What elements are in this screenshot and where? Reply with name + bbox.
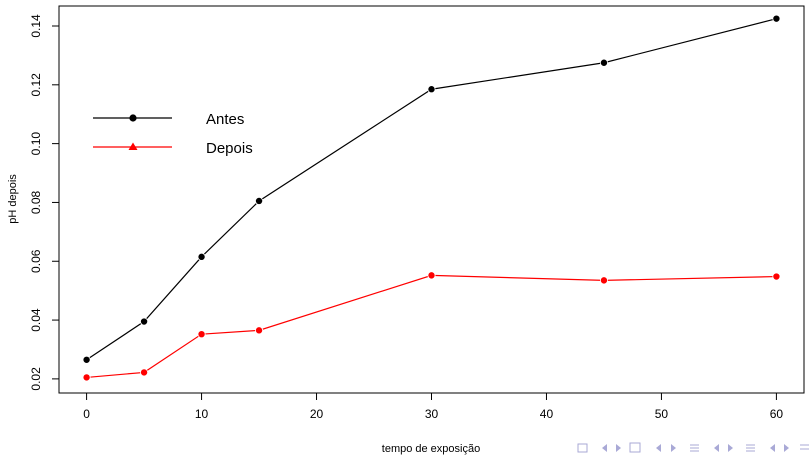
search-icon[interactable] xyxy=(800,444,809,450)
y-axis: 0.02 0.04 0.06 0.08 0.10 0.12 0.14 xyxy=(29,14,59,391)
y-tick-label: 0.08 xyxy=(29,190,43,214)
triangle-right-icon[interactable] xyxy=(671,444,676,452)
legend-label-antes: Antes xyxy=(206,111,244,128)
series-layer xyxy=(82,14,781,382)
y-tick-label: 0.12 xyxy=(29,73,43,97)
y-tick-label: 0.06 xyxy=(29,249,43,273)
data-point-depois xyxy=(255,326,264,335)
data-point-antes xyxy=(599,58,608,67)
data-point-depois xyxy=(82,373,91,382)
y-tick-label: 0.14 xyxy=(29,14,43,38)
triangle-left-icon[interactable] xyxy=(714,444,719,452)
list-icon[interactable] xyxy=(690,444,699,452)
y-tick-label: 0.10 xyxy=(29,132,43,156)
plot-frame xyxy=(58,5,805,394)
x-tick-label: 60 xyxy=(770,407,784,421)
legend-label-depois: Depois xyxy=(206,140,253,157)
box-icon[interactable] xyxy=(577,443,588,453)
y-tick-label: 0.04 xyxy=(29,308,43,332)
x-tick-label: 10 xyxy=(195,407,209,421)
y-tick-label: 0.02 xyxy=(29,367,43,391)
x-tick-label: 0 xyxy=(83,407,90,421)
triangle-left-icon[interactable] xyxy=(770,444,775,452)
data-point-antes xyxy=(140,317,149,326)
data-point-depois xyxy=(772,272,781,281)
legend-marker-depois xyxy=(128,142,138,150)
align-icon[interactable] xyxy=(746,444,755,452)
triangle-right-icon[interactable] xyxy=(784,444,789,452)
x-tick-label: 50 xyxy=(655,407,669,421)
series-line-antes xyxy=(86,18,777,361)
data-point-antes xyxy=(82,355,91,364)
data-point-depois xyxy=(599,276,608,285)
frame-icon[interactable] xyxy=(629,442,641,453)
x-tick-label: 40 xyxy=(540,407,554,421)
beamer-navigation-bar[interactable] xyxy=(577,442,809,453)
data-point-antes xyxy=(255,196,264,205)
data-point-antes xyxy=(772,14,781,23)
x-tick-label: 30 xyxy=(425,407,439,421)
data-point-depois xyxy=(140,368,149,377)
data-point-antes xyxy=(197,252,206,261)
x-axis: 0 10 20 30 40 50 60 xyxy=(83,393,783,421)
series-line-depois xyxy=(86,274,777,379)
triangle-right-icon[interactable] xyxy=(728,444,733,452)
x-axis-title: tempo de exposição xyxy=(382,443,480,455)
legend-marker-antes xyxy=(129,114,137,122)
data-point-depois xyxy=(427,271,436,280)
data-point-antes xyxy=(427,85,436,94)
x-tick-label: 20 xyxy=(310,407,324,421)
data-point-depois xyxy=(197,330,206,339)
legend: Antes Depois xyxy=(93,111,253,157)
y-axis-title: pH depois xyxy=(7,174,19,224)
triangle-left-icon[interactable] xyxy=(656,444,661,452)
triangle-left-icon[interactable] xyxy=(602,444,607,452)
triangle-right-icon[interactable] xyxy=(616,444,621,452)
